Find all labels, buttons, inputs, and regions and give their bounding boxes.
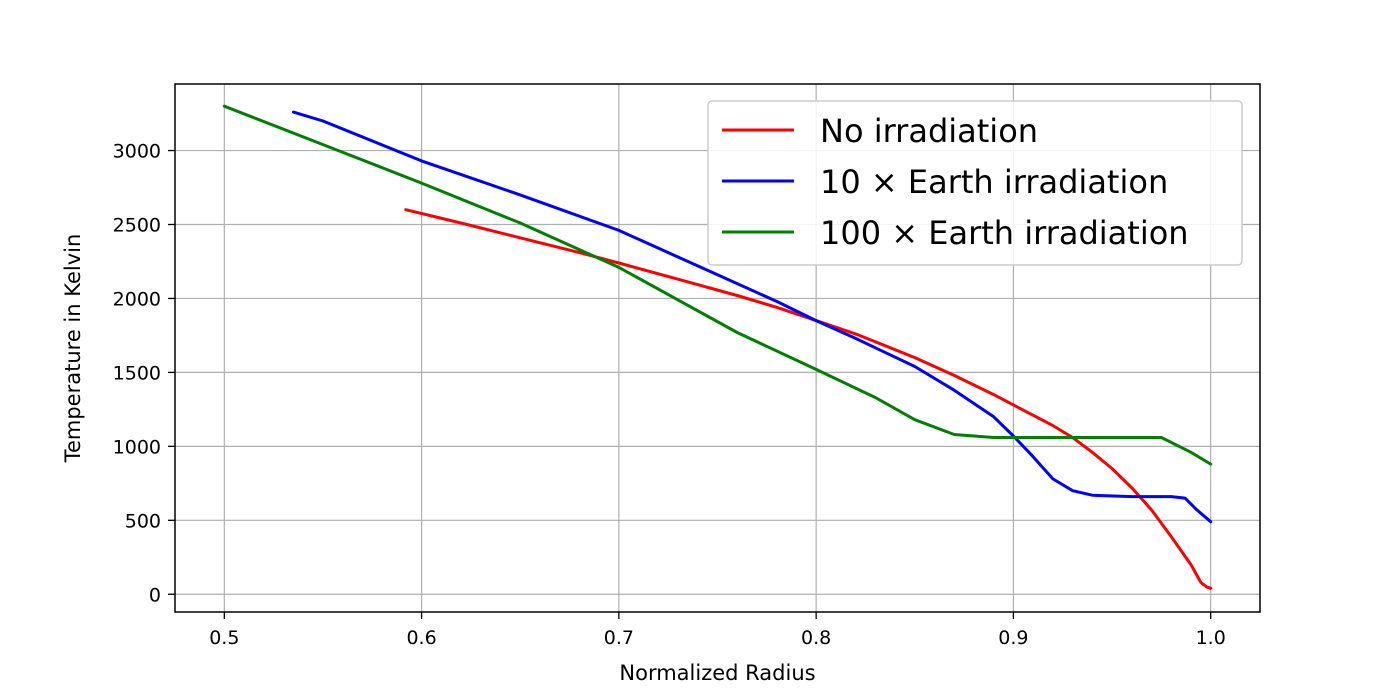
y-axis-label: Temperature in Kelvin: [61, 234, 85, 464]
x-tick-label: 0.7: [604, 627, 634, 649]
legend-label-2: 10 × Earth irradiation: [820, 163, 1168, 201]
y-tick-label: 500: [125, 510, 161, 532]
legend-box: [707, 100, 1243, 266]
axis-ticks: 0.5 0.6 0.7 0.8 0.9 1.0 0 500 1000 1500 2000 2500 30…: [113, 141, 1226, 649]
y-tick-label: 0: [149, 584, 161, 606]
x-axis-label: Normalized Radius: [619, 661, 815, 685]
plot-frame: [174, 83, 1261, 613]
x-tick-label: 0.6: [406, 627, 436, 649]
series-line-2: [291, 110, 1213, 524]
y-tick-label: 2000: [113, 288, 161, 310]
y-tick-label: 1000: [113, 436, 161, 458]
x-tick-label: 0.9: [998, 627, 1028, 649]
series-line-3: [222, 104, 1213, 466]
series-line-1: [404, 208, 1213, 590]
y-tick-label: 2500: [113, 215, 161, 237]
legend-label-3: 100 × Earth irradiation: [820, 214, 1189, 252]
x-tick-label: 0.8: [801, 627, 831, 649]
grid-lines: [175, 84, 1260, 612]
series-lines: [222, 104, 1213, 590]
y-tick-label: 1500: [113, 362, 161, 384]
legend-label-1: No irradiation: [820, 112, 1038, 150]
x-tick-label: 1.0: [1196, 627, 1226, 649]
x-tick-label: 0.5: [209, 627, 239, 649]
y-tick-label: 3000: [113, 141, 161, 163]
legend: No irradiation 10 × Earth irradiation 100 …: [707, 100, 1243, 266]
